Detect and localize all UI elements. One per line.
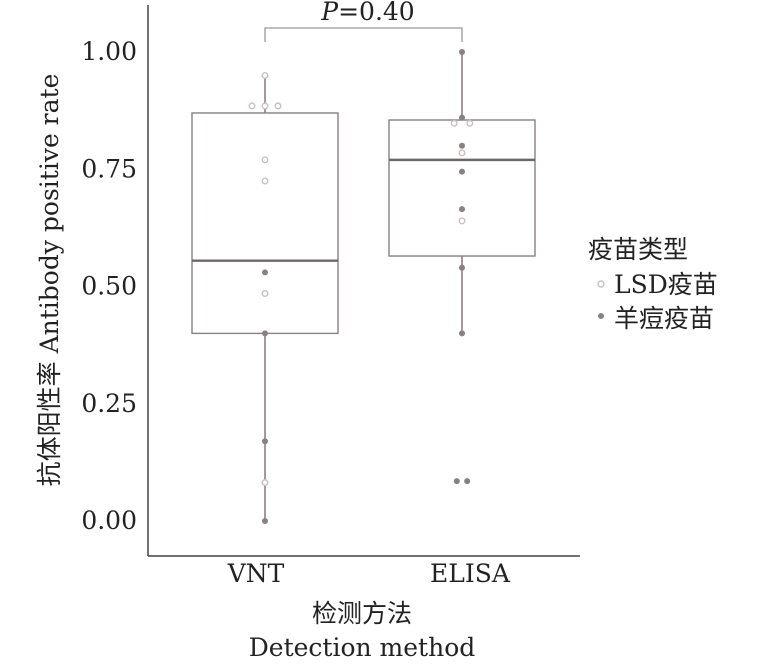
data-point-lsd: [261, 177, 269, 185]
data-point-lsd: [261, 479, 269, 487]
x-tick-label-vnt: VNT: [227, 559, 285, 588]
legend-swatch-goatpox: [598, 313, 604, 319]
data-point-lsd: [261, 71, 269, 79]
data-point-lsd: [274, 102, 282, 110]
data-point-goatpox: [459, 142, 465, 149]
data-point-lsd: [261, 156, 269, 164]
data-point-goatpox: [453, 478, 460, 485]
data-point-lsd: [261, 102, 269, 110]
data-point-goatpox: [262, 269, 268, 276]
y-tick-label: 0.25: [81, 389, 137, 418]
x-axis-title-cn: 检测方法: [312, 599, 412, 628]
y-tick-label: 0.00: [81, 506, 137, 535]
x-tick-label-elisa: ELISA: [430, 559, 511, 588]
legend-label-lsd: LSD疫苗: [614, 270, 718, 299]
legend-title: 疫苗类型: [588, 235, 688, 264]
data-point-goatpox: [459, 206, 465, 213]
box-elisa: [388, 119, 536, 257]
plot-area: [191, 49, 536, 524]
x-axis-title-en: Detection method: [249, 633, 476, 662]
legend-swatch-lsd: [597, 280, 605, 288]
data-point-lsd: [248, 102, 256, 110]
data-point-goatpox: [464, 478, 471, 485]
data-point-lsd: [458, 217, 466, 225]
data-point-lsd: [458, 149, 466, 157]
data-point-goatpox: [262, 518, 268, 524]
data-point-lsd: [450, 119, 458, 127]
y-tick-label: 0.50: [81, 272, 137, 301]
data-point-goatpox: [262, 438, 268, 445]
y-tick-label: 1.00: [81, 37, 137, 66]
p-value: =0.40: [338, 0, 415, 26]
p-value-annotation: P=0.40: [320, 0, 414, 26]
data-point-goatpox: [459, 114, 465, 121]
data-point-goatpox: [459, 168, 465, 175]
p-symbol: P: [320, 0, 339, 26]
data-point-goatpox: [459, 49, 465, 55]
y-axis-title: 抗体阳性率 Antibody positive rate: [35, 74, 64, 487]
y-tick-label: 0.75: [81, 154, 137, 183]
box-vnt: [191, 112, 339, 335]
significance-bracket: [264, 27, 463, 42]
data-point-goatpox: [262, 330, 268, 337]
data-point-goatpox: [459, 264, 465, 271]
data-point-goatpox: [459, 330, 465, 337]
legend: 疫苗类型 LSD疫苗 羊痘疫苗: [588, 235, 718, 333]
legend-label-goatpox: 羊痘疫苗: [614, 304, 714, 333]
data-point-lsd: [466, 119, 474, 127]
data-point-lsd: [261, 290, 269, 298]
y-ticks: 0.00 0.25 0.50 0.75 1.00: [81, 37, 137, 535]
